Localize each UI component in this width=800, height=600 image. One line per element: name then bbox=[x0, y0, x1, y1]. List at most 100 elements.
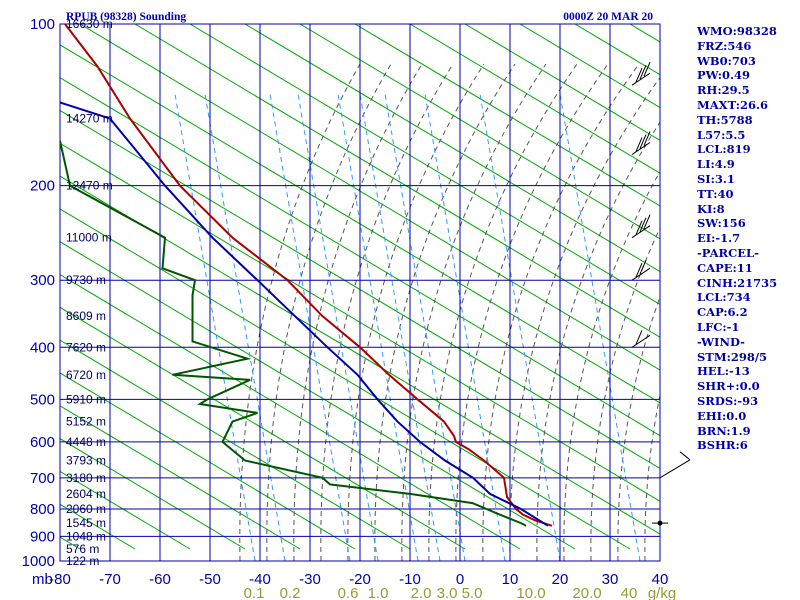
dry-adiabats bbox=[60, 24, 660, 550]
dry-adiabat-line bbox=[60, 306, 466, 550]
moist-adiabat-line bbox=[320, 63, 454, 561]
moist-adiabat-line bbox=[374, 63, 516, 561]
pressure-tick-label: 700 bbox=[30, 470, 55, 487]
sounding-index-line: SI:3.1 bbox=[697, 171, 735, 186]
sounding-index-line: TT:40 bbox=[697, 186, 734, 201]
dry-adiabat-line bbox=[79, 24, 660, 371]
pressure-tick-label: 100 bbox=[30, 16, 55, 33]
dry-adiabat-line bbox=[60, 175, 660, 535]
mixing-ratio-lines bbox=[174, 93, 641, 561]
mixing-ratio-line bbox=[559, 93, 641, 561]
sounding-index-line: LCL:819 bbox=[697, 142, 751, 157]
wind-barb-flag bbox=[635, 67, 643, 83]
height-label: 8609 m bbox=[66, 309, 106, 323]
wind-barb-staff bbox=[631, 267, 651, 281]
mixing-ratio-label: 10.0 bbox=[516, 585, 545, 600]
mixing-ratio-line bbox=[337, 93, 419, 561]
moist-adiabat-line bbox=[293, 63, 423, 561]
wind-barb-flag bbox=[635, 137, 643, 152]
temperature-tick-label: 0 bbox=[456, 571, 464, 588]
pressure-axis-unit: mb bbox=[32, 571, 53, 588]
wind-barb-staff bbox=[631, 225, 651, 239]
height-label: 7620 m bbox=[66, 340, 106, 354]
sounding-index-line: SHR+:0.0 bbox=[697, 379, 760, 394]
dry-adiabat-line bbox=[60, 438, 246, 550]
sounding-index-line: KI:8 bbox=[697, 201, 725, 216]
temperature-tick-label: -60 bbox=[149, 571, 171, 588]
temperature-tick-label: -20 bbox=[349, 571, 371, 588]
mixing-ratio-label: 0.2 bbox=[280, 585, 301, 600]
mixing-ratio-label: 2.0 bbox=[411, 585, 432, 600]
pressure-tick-label: 200 bbox=[30, 178, 55, 195]
sounding-index-line: L57:5.5 bbox=[697, 127, 746, 142]
mixing-ratio-line bbox=[384, 93, 466, 561]
wind-barb-flag bbox=[639, 134, 647, 149]
moist-adiabat-line bbox=[644, 393, 660, 561]
height-label: 3180 m bbox=[66, 471, 106, 485]
height-label: 9730 m bbox=[66, 273, 106, 287]
dry-adiabat-line bbox=[244, 24, 660, 273]
sounding-index-line: LFC:-1 bbox=[697, 319, 740, 334]
height-label: 4448 m bbox=[66, 435, 106, 449]
height-label: 14270 m bbox=[66, 112, 113, 126]
temperature-tick-label: -50 bbox=[199, 571, 221, 588]
sounding-index-line: -WIND- bbox=[697, 334, 745, 349]
wind-barb-flag bbox=[643, 214, 651, 229]
wind-barb-staff bbox=[631, 334, 651, 348]
wind-barb-flag bbox=[639, 64, 647, 80]
mixing-ratio-line bbox=[479, 93, 561, 561]
sounding-index-line: EI:-1.7 bbox=[697, 231, 741, 246]
dry-adiabat-line bbox=[299, 24, 660, 240]
height-label: 6720 m bbox=[66, 368, 106, 382]
moist-adiabat-line bbox=[428, 63, 578, 561]
height-label: 1545 m bbox=[66, 516, 106, 530]
temperature-tick-label: -70 bbox=[99, 571, 121, 588]
moist-adiabat-line bbox=[509, 76, 660, 561]
moist-adiabat-line bbox=[563, 170, 660, 561]
wind-barb-flag bbox=[679, 451, 691, 461]
mixing-ratio-line bbox=[424, 93, 506, 561]
wind-barb-staff bbox=[631, 142, 651, 155]
pressure-tick-label: 1000 bbox=[22, 553, 55, 570]
sounding-index-line: FRZ:546 bbox=[697, 38, 752, 53]
moist-adiabat-line bbox=[536, 121, 660, 561]
temperature-profile bbox=[64, 24, 553, 527]
mixing-ratio-label: 5.0 bbox=[462, 585, 483, 600]
dry-adiabat-line bbox=[60, 372, 356, 550]
mixing-ratio-line bbox=[359, 93, 441, 561]
dry-adiabat-line bbox=[60, 208, 631, 550]
grid bbox=[59, 23, 661, 562]
wind-barbs bbox=[631, 61, 691, 526]
temperature-tick-label: -30 bbox=[299, 571, 321, 588]
wind-barb-staff bbox=[631, 72, 651, 86]
sounding-index-line: -PARCEL- bbox=[697, 245, 759, 260]
dry-adiabat-line bbox=[60, 109, 660, 470]
sounding-index-line: CAPE:11 bbox=[697, 260, 753, 275]
temperature-tick-label: -10 bbox=[399, 571, 421, 588]
pressure-tick-label: 300 bbox=[30, 272, 55, 289]
chart-valid-time: 0000Z 20 MAR 20 bbox=[563, 11, 653, 23]
sounding-index-line: WMO:98328 bbox=[697, 24, 777, 38]
dry-adiabat-line bbox=[60, 241, 576, 550]
sounding-index-line: PW:0.49 bbox=[697, 68, 751, 83]
height-label: 11000 m bbox=[66, 231, 112, 245]
sounding-indices-panel: WMO:98328 FRZ:546 WB0:703 PW:0.49 RH:29.5 MAX… bbox=[697, 24, 800, 453]
height-label: 122 m bbox=[66, 554, 99, 568]
mixing-ratio-label: 20.0 bbox=[572, 585, 601, 600]
pressure-tick-label: 500 bbox=[30, 391, 55, 408]
mixing-ratio-line bbox=[174, 93, 256, 561]
moist-adiabat-line bbox=[617, 295, 660, 561]
dry-adiabat-line bbox=[60, 44, 660, 404]
moist-adiabat-line bbox=[590, 226, 660, 561]
mixing-ratio-labels: 0.1 0.2 0.6 1.0 2.0 3.0 5.0 10.0 20.0 40 g/kg bbox=[244, 585, 677, 600]
wind-barb-flag bbox=[635, 330, 643, 345]
moist-adiabat-line bbox=[266, 63, 392, 561]
temperature-tick-labels: -80 -70 -60 -50 -40 -30 -20 -10 0 10 20 30 40 bbox=[49, 571, 668, 588]
height-label: 5152 m bbox=[66, 415, 106, 429]
pressure-tick-label: 400 bbox=[30, 339, 55, 356]
sounding-index-line: EHI:0.0 bbox=[697, 408, 747, 423]
sounding-index-line: RH:29.5 bbox=[697, 83, 750, 98]
mixing-ratio-label: 3.0 bbox=[437, 585, 458, 600]
